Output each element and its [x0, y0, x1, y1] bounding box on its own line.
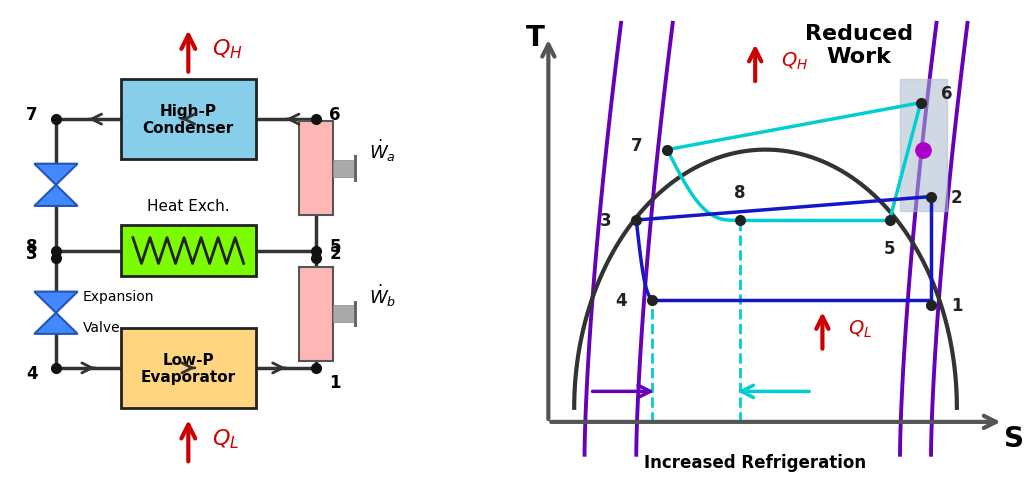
- Text: $Q_L$: $Q_L$: [212, 427, 240, 450]
- Text: 2: 2: [330, 244, 341, 263]
- FancyBboxPatch shape: [121, 225, 256, 277]
- FancyBboxPatch shape: [299, 267, 333, 361]
- Text: High-P
Condenser: High-P Condenser: [142, 103, 233, 136]
- Text: 3: 3: [26, 244, 38, 263]
- Polygon shape: [35, 292, 78, 313]
- FancyBboxPatch shape: [333, 161, 354, 178]
- Text: $Q_H$: $Q_H$: [781, 51, 808, 72]
- Text: $Q_L$: $Q_L$: [848, 318, 872, 339]
- Text: 1: 1: [330, 373, 341, 391]
- FancyBboxPatch shape: [333, 306, 354, 323]
- FancyBboxPatch shape: [354, 301, 357, 327]
- Text: 8: 8: [27, 237, 38, 255]
- FancyBboxPatch shape: [299, 122, 333, 216]
- Text: 5: 5: [330, 237, 341, 255]
- Polygon shape: [900, 80, 946, 211]
- Text: Heat Exch.: Heat Exch.: [147, 199, 229, 214]
- Text: $Q_H$: $Q_H$: [212, 38, 243, 61]
- Text: 3: 3: [599, 212, 611, 229]
- Text: 6: 6: [330, 106, 341, 124]
- Polygon shape: [35, 313, 78, 334]
- Text: Increased Refrigeration: Increased Refrigeration: [644, 453, 866, 471]
- Text: 5: 5: [884, 240, 895, 258]
- Text: Valve: Valve: [82, 320, 120, 334]
- Text: 7: 7: [631, 137, 642, 155]
- Text: 4: 4: [615, 291, 627, 309]
- Text: S: S: [1004, 425, 1024, 452]
- Text: Expansion: Expansion: [82, 290, 154, 304]
- Text: 6: 6: [941, 85, 952, 103]
- FancyBboxPatch shape: [121, 328, 256, 408]
- Polygon shape: [35, 164, 78, 185]
- Text: 4: 4: [26, 364, 38, 382]
- Text: $\dot{W}_a$: $\dot{W}_a$: [369, 137, 395, 163]
- Text: T: T: [526, 24, 545, 52]
- Text: 7: 7: [26, 106, 38, 124]
- FancyBboxPatch shape: [121, 80, 256, 160]
- Text: 1: 1: [951, 296, 963, 314]
- Text: 2: 2: [951, 188, 963, 206]
- Text: 8: 8: [734, 183, 745, 202]
- Text: $\dot{W}_b$: $\dot{W}_b$: [369, 283, 396, 308]
- Polygon shape: [35, 185, 78, 206]
- Text: Reduced
Work: Reduced Work: [805, 24, 912, 67]
- Text: Low-P
Evaporator: Low-P Evaporator: [140, 352, 236, 385]
- FancyBboxPatch shape: [354, 156, 357, 182]
